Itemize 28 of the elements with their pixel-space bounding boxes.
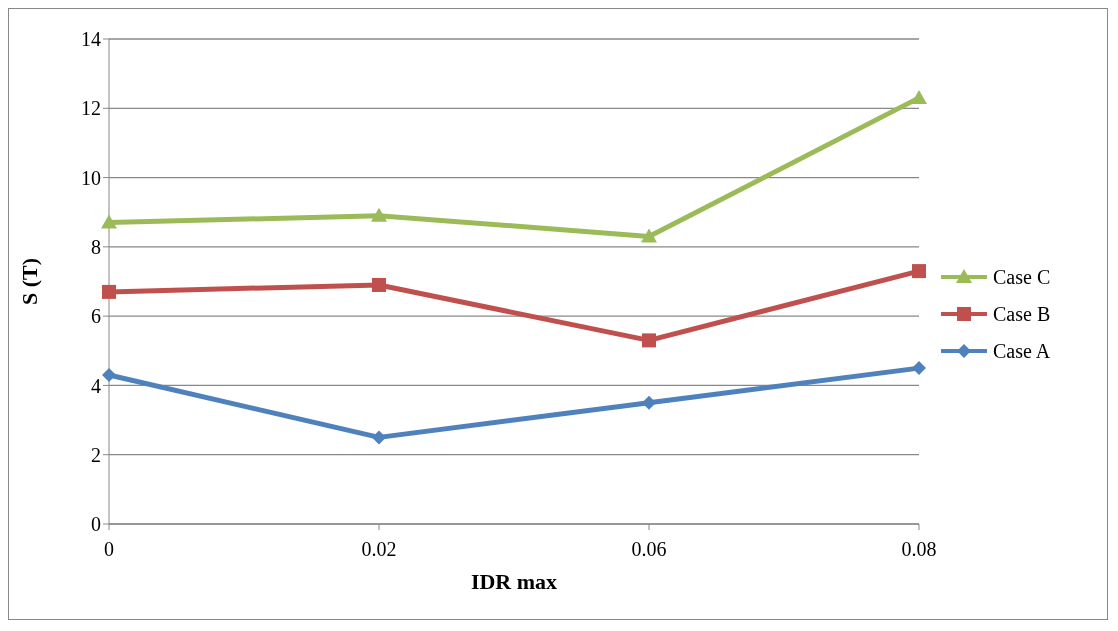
y-tick-label: 8 [91,235,101,258]
point [102,368,116,383]
legend-label: Case C [993,265,1051,289]
point [912,264,926,279]
legend-label: Case B [993,302,1051,326]
x-tick-label: 0.02 [361,538,397,561]
point [371,207,387,222]
point [911,89,927,104]
x-axis-title: IDR max [470,569,558,594]
y-tick-label: 10 [81,166,101,189]
point [101,214,117,229]
y-tick-label: 0 [91,513,101,536]
point [372,430,386,445]
point [642,395,656,410]
y-tick-label: 6 [91,305,101,328]
y-tick-label: 14 [81,28,101,51]
x-tick-label: 0.06 [631,538,667,561]
y-tick-label: 4 [91,374,101,397]
x-tick-label: 0.08 [901,538,937,561]
legend-label: Case A [993,339,1051,363]
point [641,228,657,243]
point [642,333,656,348]
point [372,277,386,292]
y-axis-title: S (T) [16,257,42,306]
y-tick-label: 2 [91,443,101,466]
point [102,284,116,299]
y-tick-label: 12 [81,97,101,120]
point [912,361,926,376]
